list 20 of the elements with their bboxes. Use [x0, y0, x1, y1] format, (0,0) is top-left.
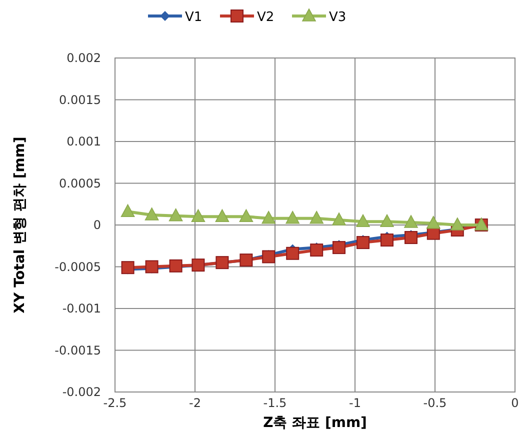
y-tick-label: 0.001 [66, 134, 101, 148]
x-tick-label: -0.5 [423, 396, 447, 410]
y-tick-label: -0.0005 [54, 260, 101, 274]
legend-label: V1 [185, 10, 202, 25]
y-tick-label: 0 [93, 218, 101, 232]
x-tick-label: -2 [189, 396, 201, 410]
y-tick-label: -0.0015 [54, 343, 101, 358]
legend-label: V3 [329, 10, 346, 25]
x-tick-label: 0 [511, 396, 519, 410]
y-tick-label: 0.002 [66, 51, 101, 65]
y-axis-title: XY Total 변형 편차 [mm] [12, 136, 28, 314]
legend-label: V2 [257, 10, 274, 25]
y-tick-label: 0.0015 [59, 92, 101, 107]
x-tick-label: -2.5 [103, 396, 127, 410]
y-tick-label: -0.002 [62, 385, 101, 399]
x-axis-title: Z축 좌표 [mm] [263, 415, 367, 431]
y-tick-label: 0.0005 [59, 176, 101, 190]
x-tick-label: -1.5 [263, 396, 287, 410]
x-tick-label: -1 [349, 396, 361, 410]
y-tick-label: -0.001 [62, 302, 101, 316]
